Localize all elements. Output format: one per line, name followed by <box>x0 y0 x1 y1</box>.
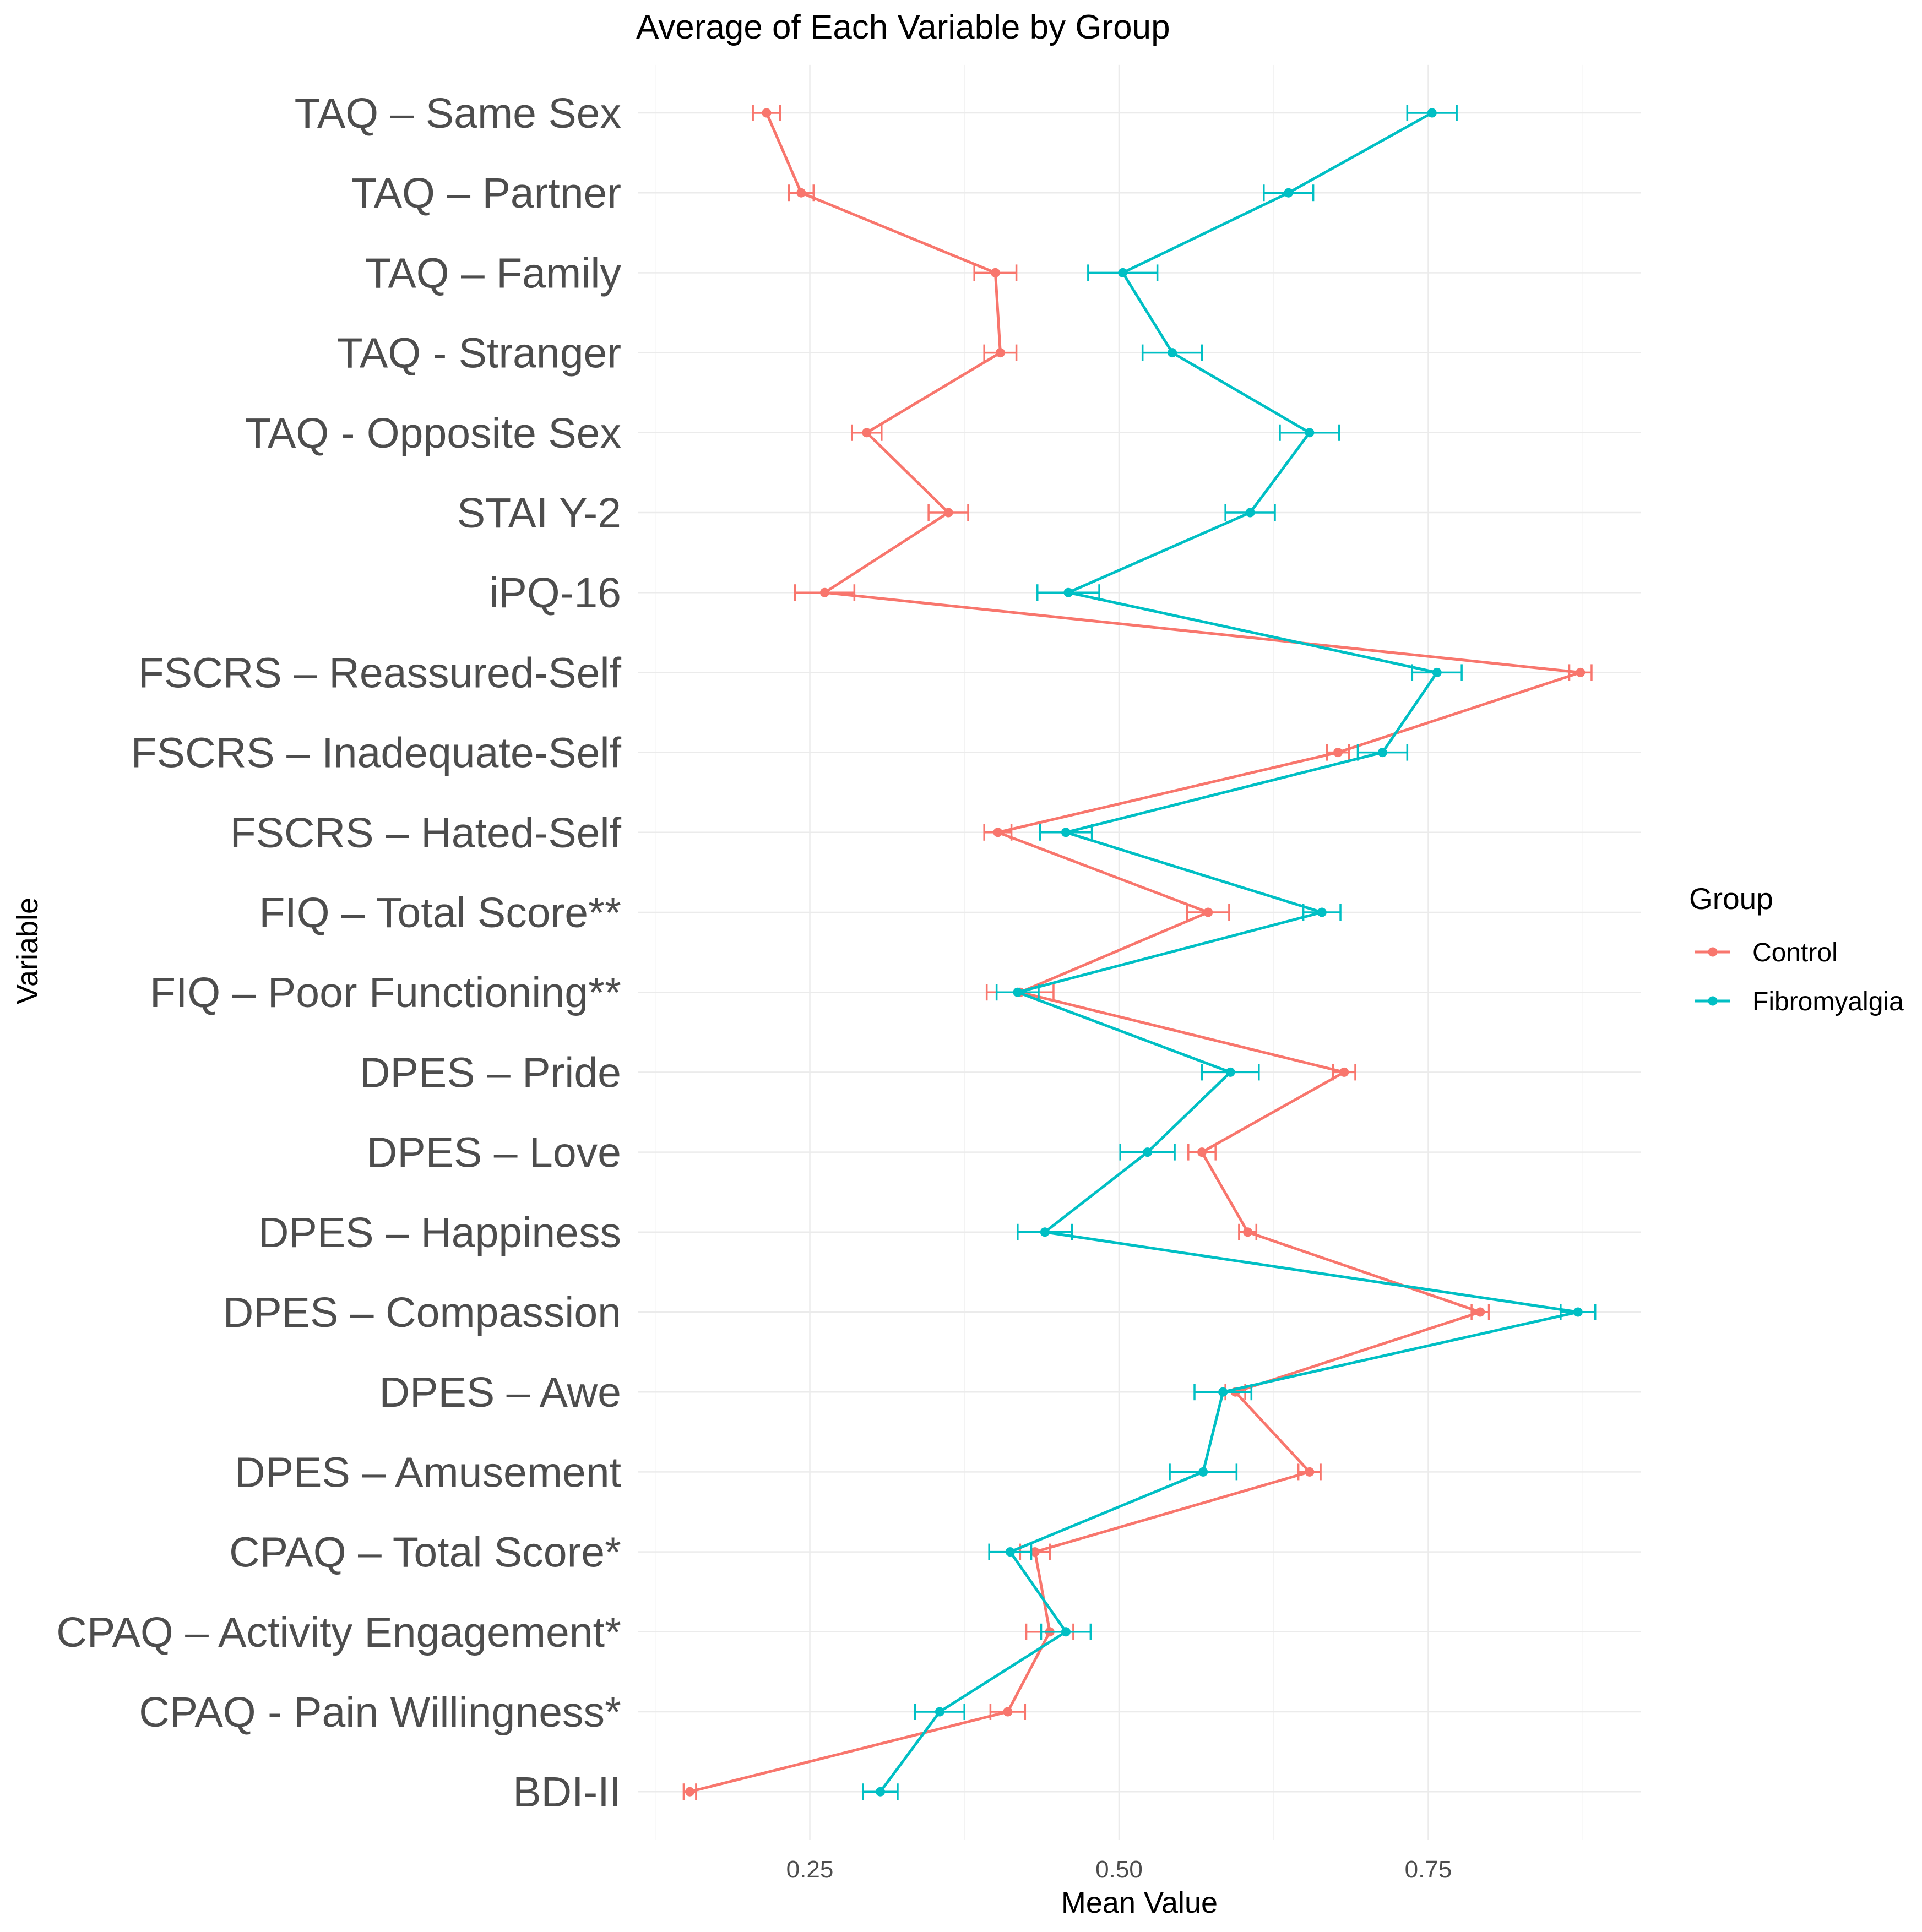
data-point-fibromyalgia <box>1427 108 1437 118</box>
data-point-fibromyalgia <box>1013 987 1023 997</box>
series-fibromyalgia <box>862 105 1597 1800</box>
data-point-fibromyalgia <box>1061 828 1071 837</box>
data-point-control <box>819 587 829 597</box>
y-tick-label: DPES – Happiness <box>258 1209 621 1256</box>
data-point-fibromyalgia <box>876 1787 886 1797</box>
data-point-fibromyalgia <box>1432 667 1442 677</box>
data-point-fibromyalgia <box>1284 188 1294 198</box>
data-point-control <box>1305 1467 1315 1477</box>
data-point-fibromyalgia <box>1198 1467 1208 1477</box>
y-tick-label: CPAQ – Total Score* <box>229 1529 621 1576</box>
data-point-fibromyalgia <box>1118 268 1128 277</box>
data-point-fibromyalgia <box>1168 348 1177 358</box>
data-point-control <box>685 1787 695 1797</box>
x-tick-label: 0.25 <box>786 1856 834 1883</box>
y-tick-label: TAQ – Partner <box>351 170 621 217</box>
chart-title: Average of Each Variable by Group <box>636 8 1170 46</box>
legend-key-point <box>1708 947 1718 957</box>
data-point-control <box>1203 907 1213 917</box>
data-point-control <box>943 508 953 518</box>
y-tick-label: DPES – Amusement <box>235 1449 621 1496</box>
y-tick-label: DPES – Love <box>367 1129 621 1177</box>
y-tick-label: TAQ - Stranger <box>337 330 621 377</box>
data-point-control <box>1003 1707 1013 1717</box>
y-tick-label: DPES – Compassion <box>223 1289 621 1336</box>
data-point-control <box>993 828 1003 837</box>
data-point-control <box>762 108 772 118</box>
legend: Group Control Fibromyalgia <box>1689 881 1904 1016</box>
y-tick-label: TAQ – Family <box>365 249 621 297</box>
data-point-fibromyalgia <box>1245 508 1255 518</box>
legend-key-point <box>1708 996 1718 1006</box>
y-tick-label: FIQ – Poor Functioning** <box>150 969 621 1016</box>
y-tick-label: FSCRS – Reassured-Self <box>138 649 622 696</box>
x-axis-tick-labels: 0.25 0.50 0.75 <box>786 1856 1452 1883</box>
data-point-control <box>1333 748 1343 758</box>
y-tick-label: BDI-II <box>513 1768 621 1816</box>
data-point-control <box>1576 667 1586 677</box>
data-point-fibromyalgia <box>1573 1307 1583 1317</box>
legend-item-fibromyalgia: Fibromyalgia <box>1695 987 1904 1016</box>
plot-series <box>682 105 1597 1800</box>
data-point-fibromyalgia <box>1005 1547 1015 1557</box>
data-point-control <box>1030 1547 1040 1557</box>
y-tick-label: TAQ – Same Sex <box>295 90 621 137</box>
x-tick-label: 0.50 <box>1095 1856 1143 1883</box>
data-point-fibromyalgia <box>1225 1067 1235 1077</box>
data-point-fibromyalgia <box>1061 1627 1071 1637</box>
data-point-fibromyalgia <box>935 1707 944 1717</box>
legend-title: Group <box>1689 881 1773 916</box>
y-tick-label: FSCRS – Inadequate-Self <box>131 730 622 777</box>
x-axis-title: Mean Value <box>1061 1886 1218 1919</box>
series-line-control <box>689 112 1582 1793</box>
series-line-fibromyalgia <box>879 111 1579 1793</box>
y-axis-title: Variable <box>11 897 44 1004</box>
y-tick-label: FIQ – Total Score** <box>259 889 621 937</box>
data-point-control <box>1339 1067 1349 1077</box>
y-tick-label: STAI Y-2 <box>457 489 621 537</box>
y-tick-label: TAQ - Opposite Sex <box>245 410 621 457</box>
data-point-control <box>796 188 806 198</box>
y-axis-tick-labels: TAQ – Same Sex TAQ – Partner TAQ – Family T… <box>56 90 621 1816</box>
legend-item-control: Control <box>1695 938 1838 967</box>
y-tick-label: CPAQ – Activity Engagement* <box>56 1609 621 1656</box>
legend-label-control: Control <box>1752 938 1838 967</box>
data-point-fibromyalgia <box>1377 748 1387 758</box>
legend-label-fibromyalgia: Fibromyalgia <box>1752 987 1904 1016</box>
data-point-control <box>995 348 1005 358</box>
data-point-fibromyalgia <box>1218 1387 1228 1397</box>
y-tick-label: iPQ-16 <box>489 569 621 617</box>
data-point-control <box>1475 1307 1485 1317</box>
data-point-fibromyalgia <box>1305 428 1315 438</box>
series-control <box>682 105 1593 1800</box>
data-point-control <box>990 268 1000 277</box>
data-point-fibromyalgia <box>1143 1147 1153 1157</box>
y-tick-label: CPAQ - Pain Willingness* <box>139 1689 621 1736</box>
y-tick-label: DPES – Awe <box>379 1369 621 1416</box>
data-point-control <box>1197 1147 1207 1157</box>
data-point-fibromyalgia <box>1040 1227 1050 1237</box>
y-tick-label: DPES – Pride <box>360 1049 621 1096</box>
data-point-fibromyalgia <box>1063 587 1073 597</box>
data-point-control <box>1243 1227 1253 1237</box>
y-tick-label: FSCRS – Hated-Self <box>230 809 622 857</box>
data-point-control <box>862 428 872 438</box>
x-tick-label: 0.75 <box>1405 1856 1452 1883</box>
data-point-fibromyalgia <box>1317 907 1327 917</box>
